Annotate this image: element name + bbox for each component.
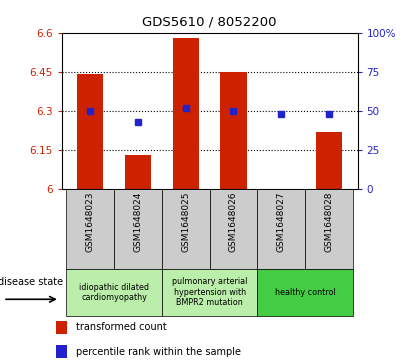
Bar [56, 321, 67, 334]
Text: pulmonary arterial
hypertension with
BMPR2 mutation: pulmonary arterial hypertension with BMP… [172, 277, 247, 307]
Bar [77, 74, 104, 189]
Text: GSM1648026: GSM1648026 [229, 192, 238, 252]
Title: GDS5610 / 8052200: GDS5610 / 8052200 [142, 16, 277, 29]
Bar [210, 189, 257, 269]
Text: percentile rank within the sample: percentile rank within the sample [76, 347, 240, 357]
Text: GSM1648025: GSM1648025 [181, 192, 190, 252]
Bar [257, 189, 305, 269]
Text: disease state: disease state [0, 277, 63, 287]
Bar [257, 269, 353, 316]
Bar [114, 189, 162, 269]
Bar [162, 189, 210, 269]
Text: GSM1648023: GSM1648023 [86, 192, 95, 252]
Bar [67, 269, 162, 316]
Bar [316, 131, 342, 189]
Bar [220, 72, 247, 189]
Text: GSM1648028: GSM1648028 [324, 192, 333, 252]
Bar [67, 189, 114, 269]
Bar [162, 269, 257, 316]
Text: healthy control: healthy control [275, 288, 335, 297]
Bar [173, 38, 199, 189]
Bar [125, 155, 151, 189]
Bar [305, 189, 353, 269]
Text: GSM1648024: GSM1648024 [134, 192, 143, 252]
Text: transformed count: transformed count [76, 322, 166, 332]
Text: idiopathic dilated
cardiomyopathy: idiopathic dilated cardiomyopathy [79, 282, 149, 302]
Text: GSM1648027: GSM1648027 [277, 192, 286, 252]
Bar [56, 345, 67, 358]
